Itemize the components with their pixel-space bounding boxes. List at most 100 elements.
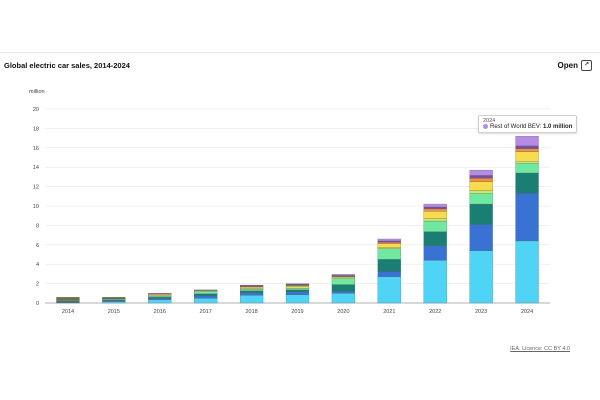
y-tick-label: 18 xyxy=(33,126,39,132)
bar-segment[interactable] xyxy=(194,295,218,299)
y-tick-label: 12 xyxy=(33,185,39,191)
tooltip: 2024 Rest of World BEV: 1.0 million xyxy=(478,115,578,134)
bar-segment[interactable] xyxy=(469,178,493,182)
bar-segment[interactable] xyxy=(515,172,539,194)
bar-segment[interactable] xyxy=(194,298,218,304)
bar-segment[interactable] xyxy=(102,298,126,300)
x-tick-label: 2015 xyxy=(108,309,120,315)
bar-segment[interactable] xyxy=(285,294,310,304)
tooltip-series: Rest of World BEV: xyxy=(490,124,542,131)
bar-segment[interactable] xyxy=(331,293,356,304)
bar-segment[interactable] xyxy=(377,243,401,248)
bar-segment[interactable] xyxy=(148,294,172,296)
license-link[interactable]: IEA. Licence: CC BY 4.0 xyxy=(510,346,570,352)
bar-segment[interactable] xyxy=(469,190,493,194)
y-tick-label: 0 xyxy=(36,301,39,307)
y-tick-label: 14 xyxy=(33,165,39,171)
y-axis-label: million xyxy=(29,89,45,95)
bar-segment[interactable] xyxy=(515,136,539,146)
bar-segment[interactable] xyxy=(515,145,539,149)
bar-segment[interactable] xyxy=(377,238,401,242)
bar-segment[interactable] xyxy=(331,275,356,277)
open-button[interactable]: Open ↗ xyxy=(558,60,592,71)
bar-segment[interactable] xyxy=(469,203,493,225)
bar-segment[interactable] xyxy=(285,289,310,292)
bar-segment[interactable] xyxy=(469,181,493,191)
bar-segment[interactable] xyxy=(148,296,172,298)
bar-segment[interactable] xyxy=(377,259,401,272)
bar-segment[interactable] xyxy=(469,224,493,251)
bar-segment[interactable] xyxy=(423,218,447,222)
bar-segment[interactable] xyxy=(423,203,447,208)
bar-segment[interactable] xyxy=(239,292,264,296)
bar-segment[interactable] xyxy=(331,284,356,292)
bar-segment[interactable] xyxy=(285,285,310,287)
bar-segment[interactable] xyxy=(239,295,264,304)
bar-segment[interactable] xyxy=(515,163,539,174)
bar-segment[interactable] xyxy=(469,169,493,176)
bar-segment[interactable] xyxy=(239,289,264,292)
bar-segment[interactable] xyxy=(194,291,218,294)
bar-segment[interactable] xyxy=(377,248,401,260)
bar-segment[interactable] xyxy=(148,293,172,295)
bar-segment[interactable] xyxy=(285,288,310,291)
bar-segment[interactable] xyxy=(515,148,539,152)
bar-segment[interactable] xyxy=(194,293,218,296)
bar-segment[interactable] xyxy=(423,208,447,212)
bar-segment[interactable] xyxy=(423,206,447,210)
bar-segment[interactable] xyxy=(377,276,401,304)
bar-segment[interactable] xyxy=(102,301,126,304)
bar-segment[interactable] xyxy=(239,286,264,289)
bar-segment[interactable] xyxy=(469,250,493,304)
bar-segment[interactable] xyxy=(102,299,126,301)
bar-segment[interactable] xyxy=(56,300,80,303)
bar-segment[interactable] xyxy=(515,161,539,164)
bar-segment[interactable] xyxy=(423,211,447,219)
bar-segment[interactable] xyxy=(285,286,310,289)
bar-segment[interactable] xyxy=(148,298,172,300)
bar-segment[interactable] xyxy=(377,247,401,249)
y-tick-label: 16 xyxy=(33,146,39,152)
x-tick-label: 2017 xyxy=(200,309,212,315)
bar-segment[interactable] xyxy=(515,151,539,162)
bar-segment[interactable] xyxy=(239,284,264,286)
bar-segment[interactable] xyxy=(469,175,493,179)
bar-segment[interactable] xyxy=(423,245,447,261)
bar-segment[interactable] xyxy=(239,290,264,293)
bar-segment[interactable] xyxy=(102,300,126,302)
bar-segment[interactable] xyxy=(56,297,80,300)
bar-segment[interactable] xyxy=(102,297,126,299)
bar-segment[interactable] xyxy=(377,240,401,243)
bar-segment[interactable] xyxy=(194,289,218,291)
tooltip-year: 2024 xyxy=(483,118,496,124)
bar-segment[interactable] xyxy=(469,193,493,205)
bar-segment[interactable] xyxy=(331,274,356,276)
bar-segment[interactable] xyxy=(148,297,172,299)
bar-segment[interactable] xyxy=(423,231,447,246)
y-tick-label: 8 xyxy=(36,223,39,229)
open-label: Open xyxy=(557,61,578,70)
bar-segment[interactable] xyxy=(239,285,264,287)
bar-segment[interactable] xyxy=(423,220,447,232)
bar-segment[interactable] xyxy=(285,283,310,286)
bar-segment[interactable] xyxy=(285,291,310,295)
y-tick-label: 20 xyxy=(33,107,39,113)
bar-segment[interactable] xyxy=(285,283,310,285)
bar-segment[interactable] xyxy=(148,299,172,304)
bar-segment[interactable] xyxy=(515,240,539,304)
bar-segment[interactable] xyxy=(377,242,401,244)
bar-segment[interactable] xyxy=(148,295,172,297)
bar-segment[interactable] xyxy=(331,291,356,294)
bar-segment[interactable] xyxy=(239,288,264,290)
x-tick-label: 2018 xyxy=(245,309,257,315)
bar-segment[interactable] xyxy=(331,278,356,285)
y-tick-label: 6 xyxy=(36,243,39,249)
bar-segment[interactable] xyxy=(423,260,447,304)
tooltip-series-marker xyxy=(483,124,488,129)
bar-segment[interactable] xyxy=(515,193,539,242)
y-tick-label: 4 xyxy=(36,262,39,268)
bar-segment[interactable] xyxy=(377,271,401,277)
x-tick-label: 2021 xyxy=(383,309,395,315)
bar-segment[interactable] xyxy=(331,277,356,279)
